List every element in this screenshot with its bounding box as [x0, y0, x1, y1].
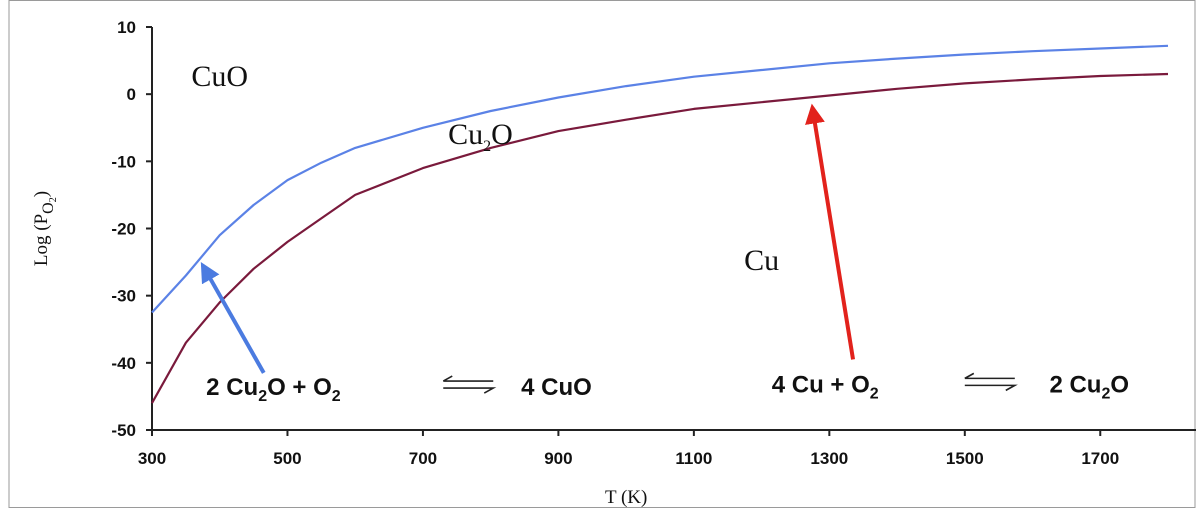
- reaction-text: 2 Cu: [1049, 371, 1101, 398]
- y-tick-label: 0: [127, 85, 136, 104]
- y-tick-label: -50: [111, 421, 136, 440]
- reaction-subscript: 2: [332, 388, 341, 405]
- x-axis-title: T (K): [605, 487, 647, 508]
- x-tick-label: 500: [273, 449, 301, 468]
- x-tick-label: 700: [409, 449, 437, 468]
- y-axis-title-main: Log (P: [31, 214, 52, 266]
- reaction-subscript: 2: [258, 388, 267, 405]
- outer-border: [8, 0, 1196, 508]
- reaction-products: 4 CuO: [521, 374, 592, 401]
- y-tick-label: -20: [111, 220, 136, 239]
- annotation-arrow: [805, 103, 856, 360]
- x-tick-label: 300: [138, 449, 166, 468]
- y-axis-title-sub2: 2: [48, 197, 59, 202]
- region-label-main: CuO: [191, 60, 248, 93]
- x-tick-label: 1700: [1081, 449, 1119, 468]
- region-label-tail: O: [491, 118, 513, 151]
- reaction-text: 2 Cu: [206, 374, 258, 401]
- y-axis-title-close: ): [31, 191, 52, 197]
- region-label: CuO: [191, 60, 248, 93]
- x-tick-label: 1300: [810, 449, 848, 468]
- x-tick-label: 1100: [675, 449, 712, 468]
- region-label-sub: 2: [483, 138, 491, 155]
- y-axis-title: Log (PO2): [31, 191, 59, 266]
- equilibrium-arrow-right: [443, 387, 497, 394]
- region-label-main: Cu: [448, 118, 483, 151]
- y-tick-label: -30: [111, 287, 136, 306]
- reaction-text: O + O: [267, 374, 332, 401]
- region-label: Cu: [744, 244, 779, 277]
- x-tick-label: 1500: [946, 449, 984, 468]
- equilibrium-arrow-left: [964, 372, 1015, 380]
- y-tick-label: -40: [111, 354, 136, 373]
- series-line-0: [151, 44, 1169, 314]
- equilibrium-arrow-right: [964, 384, 1018, 392]
- region-label: Cu2O: [448, 118, 513, 155]
- y-tick-label: 10: [117, 18, 136, 37]
- region-label-main: Cu: [744, 244, 779, 277]
- reaction-text: O: [1110, 371, 1129, 398]
- reaction-subscript: 2: [870, 385, 879, 402]
- y-tick-label: -10: [111, 152, 136, 171]
- reaction-products: 2 Cu2O: [1049, 371, 1129, 402]
- reaction-subscript: 2: [1101, 385, 1110, 402]
- reaction-reactants: 4 Cu + O2: [772, 371, 879, 402]
- equilibrium-arrow-left: [442, 375, 494, 382]
- reaction-text: 4 Cu + O: [772, 371, 870, 398]
- y-axis-title-sub: O: [40, 202, 57, 214]
- x-tick-label: 900: [544, 449, 572, 468]
- reaction-reactants: 2 Cu2O + O2: [206, 374, 341, 405]
- reaction-text: 4 CuO: [521, 374, 592, 401]
- annotation-arrow: [200, 261, 266, 374]
- series-line-1: [151, 72, 1169, 404]
